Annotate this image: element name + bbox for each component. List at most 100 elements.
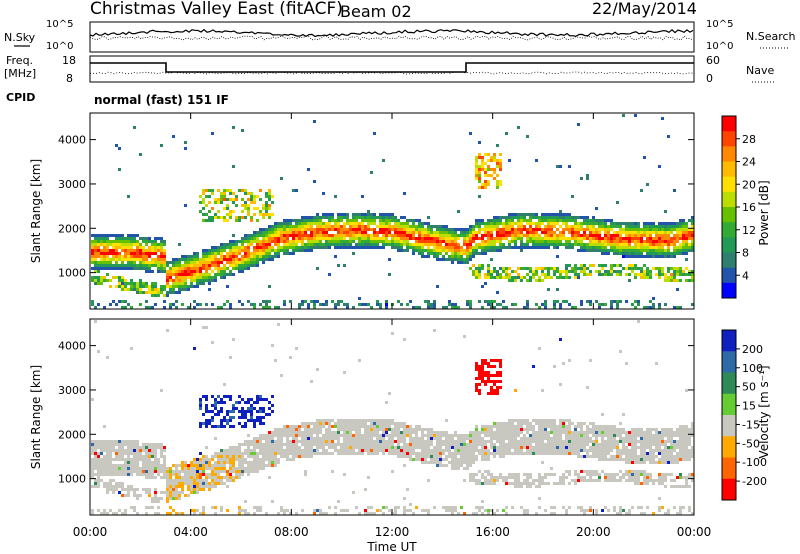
power-cell <box>160 291 163 294</box>
power-cell <box>292 237 295 240</box>
power-cell <box>106 234 109 237</box>
power-cell <box>571 219 574 222</box>
velocity-cell <box>310 431 313 434</box>
power-cell <box>502 300 505 303</box>
power-cell <box>658 243 661 246</box>
power-cell <box>415 231 418 234</box>
power-cell <box>232 243 235 246</box>
power-cell <box>397 237 400 240</box>
velocity-cell <box>199 404 202 407</box>
power-cell <box>586 222 589 225</box>
velocity-cell <box>490 476 493 479</box>
velocity-cell <box>346 452 349 455</box>
power-cell <box>463 252 466 255</box>
power-cell <box>265 246 268 249</box>
power-cell <box>424 249 427 252</box>
velocity-cell <box>451 461 454 464</box>
velocity-cell <box>271 446 274 449</box>
power-cell <box>514 213 517 216</box>
velocity-cell <box>502 452 505 455</box>
power-cell <box>448 228 451 231</box>
velocity-cell <box>136 461 139 464</box>
velocity-cell <box>292 428 295 431</box>
power-cell <box>235 258 238 261</box>
power-cell <box>640 249 643 252</box>
velocity-cell <box>259 509 262 512</box>
velocity-cell <box>154 461 157 464</box>
velocity-cell <box>346 440 349 443</box>
velocity-cell <box>376 431 379 434</box>
power-cell <box>598 246 601 249</box>
power-cell <box>595 246 598 249</box>
velocity-cell <box>202 482 205 485</box>
power-cell <box>145 291 148 294</box>
power-cell <box>535 225 538 228</box>
velocity-cell <box>376 446 379 449</box>
velocity-cell <box>373 443 376 446</box>
velocity-cell <box>325 452 328 455</box>
power-cell <box>595 300 598 303</box>
velocity-cell <box>193 470 196 473</box>
velocity-cell <box>400 452 403 455</box>
power-cell <box>346 240 349 243</box>
velocity-cell <box>247 467 250 470</box>
velocity-cell <box>139 446 142 449</box>
power-cell <box>337 231 340 234</box>
power-cell <box>475 225 478 228</box>
power-cell <box>361 246 364 249</box>
power-cell <box>505 237 508 240</box>
velocity-cell <box>109 467 112 470</box>
power-cell <box>433 252 436 255</box>
power-cell <box>466 243 469 246</box>
power-cell <box>430 234 433 237</box>
power-cell <box>598 228 601 231</box>
power-cell <box>673 267 676 270</box>
power-cell <box>115 249 118 252</box>
velocity-cell <box>397 443 400 446</box>
power-cell <box>100 240 103 243</box>
velocity-cell <box>466 464 469 467</box>
power-cell <box>562 231 565 234</box>
power-cell <box>361 219 364 222</box>
power-cell <box>484 228 487 231</box>
velocity-cell <box>130 461 133 464</box>
velocity-cell <box>358 512 361 515</box>
power-cell <box>382 237 385 240</box>
power-cell <box>514 279 517 282</box>
velocity-cell <box>337 428 340 431</box>
power-cell <box>271 201 274 204</box>
power-cell <box>436 255 439 258</box>
power-cell <box>349 225 352 228</box>
power-cell <box>691 273 694 276</box>
power-cell <box>604 273 607 276</box>
power-cell <box>451 258 454 261</box>
velocity-cell <box>154 512 157 515</box>
power-cell <box>484 186 487 189</box>
power-cell <box>346 231 349 234</box>
power-cell <box>268 231 271 234</box>
nsearch-trace <box>89 35 694 41</box>
velocity-cell <box>247 455 250 458</box>
velocity-cell <box>241 425 244 428</box>
power-cell <box>388 216 391 219</box>
power-cell <box>313 219 316 222</box>
power-cell <box>220 195 223 198</box>
velocity-cell <box>343 419 346 422</box>
velocity-cell <box>340 428 343 431</box>
power-cell <box>340 246 343 249</box>
power-cell <box>409 246 412 249</box>
power-cell <box>469 249 472 252</box>
power-cell <box>502 228 505 231</box>
velocity-cell <box>364 422 367 425</box>
power-cell <box>265 300 268 303</box>
y-tick-label: 3000 <box>58 178 86 191</box>
power-cell <box>631 228 634 231</box>
velocity-cell <box>280 437 283 440</box>
power-cell <box>586 234 589 237</box>
power-cell <box>343 243 346 246</box>
power-cell <box>397 300 400 303</box>
power-cell <box>514 246 517 249</box>
velocity-cell <box>319 431 322 434</box>
velocity-cell <box>145 455 148 458</box>
power-cell <box>562 213 565 216</box>
